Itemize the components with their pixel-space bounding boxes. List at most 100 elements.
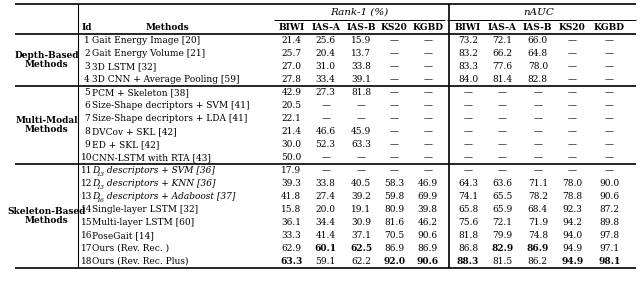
Text: 63.6: 63.6 xyxy=(492,179,513,188)
Text: 78.0: 78.0 xyxy=(562,179,582,188)
Text: 59.1: 59.1 xyxy=(316,257,336,266)
Text: Rank-1 (%): Rank-1 (%) xyxy=(330,7,388,16)
Text: —: — xyxy=(463,88,472,97)
Text: —: — xyxy=(605,114,614,123)
Text: 13.7: 13.7 xyxy=(351,49,371,58)
Text: 11: 11 xyxy=(81,166,93,175)
Text: 12: 12 xyxy=(81,179,93,188)
Text: 64.3: 64.3 xyxy=(458,179,478,188)
Text: IAS-A: IAS-A xyxy=(488,22,517,32)
Text: —: — xyxy=(605,127,614,136)
Text: KGBD: KGBD xyxy=(412,22,444,32)
Text: 62.2: 62.2 xyxy=(351,257,371,266)
Text: 71.9: 71.9 xyxy=(528,218,548,227)
Text: Methods: Methods xyxy=(25,60,68,69)
Text: 86.8: 86.8 xyxy=(458,244,478,253)
Text: 81.8: 81.8 xyxy=(458,231,478,240)
Text: 50.0: 50.0 xyxy=(281,153,301,162)
Text: 66.0: 66.0 xyxy=(528,36,548,45)
Text: —: — xyxy=(605,49,614,58)
Text: 3: 3 xyxy=(84,62,90,71)
Text: 13: 13 xyxy=(81,192,93,201)
Text: IAS-B: IAS-B xyxy=(346,22,376,32)
Text: D: D xyxy=(92,192,99,201)
Text: BIWI: BIWI xyxy=(455,22,481,32)
Text: 72.1: 72.1 xyxy=(492,36,513,45)
Text: —: — xyxy=(423,75,432,84)
Text: 83.2: 83.2 xyxy=(458,49,478,58)
Text: 83.3: 83.3 xyxy=(458,62,478,71)
Text: 27.0: 27.0 xyxy=(281,62,301,71)
Text: 30.9: 30.9 xyxy=(351,218,371,227)
Text: —: — xyxy=(390,166,399,175)
Text: —: — xyxy=(390,101,399,110)
Text: —: — xyxy=(568,75,577,84)
Text: nAUC: nAUC xyxy=(524,7,554,16)
Text: —: — xyxy=(390,153,399,162)
Text: 21.4: 21.4 xyxy=(281,127,301,136)
Text: KGBD: KGBD xyxy=(594,22,625,32)
Text: 88.3: 88.3 xyxy=(457,257,479,266)
Text: —: — xyxy=(533,140,542,149)
Text: D: D xyxy=(92,179,99,188)
Text: 98.1: 98.1 xyxy=(598,257,621,266)
Text: 15: 15 xyxy=(81,218,93,227)
Text: 25.6: 25.6 xyxy=(316,36,336,45)
Text: 79.9: 79.9 xyxy=(492,231,513,240)
Text: —: — xyxy=(423,49,432,58)
Text: —: — xyxy=(463,166,472,175)
Text: 72.1: 72.1 xyxy=(492,218,513,227)
Text: —: — xyxy=(390,127,399,136)
Text: 45.9: 45.9 xyxy=(351,127,371,136)
Text: —: — xyxy=(498,88,507,97)
Text: —: — xyxy=(498,140,507,149)
Text: 39.8: 39.8 xyxy=(418,205,438,214)
Text: 6: 6 xyxy=(84,101,90,110)
Text: descriptors + SVM [36]: descriptors + SVM [36] xyxy=(104,166,214,175)
Text: 90.6: 90.6 xyxy=(418,231,438,240)
Text: descriptors + Adaboost [37]: descriptors + Adaboost [37] xyxy=(104,192,235,201)
Text: 97.8: 97.8 xyxy=(600,231,620,240)
Text: 86.9: 86.9 xyxy=(527,244,549,253)
Text: 9: 9 xyxy=(84,140,90,149)
Text: —: — xyxy=(498,101,507,110)
Text: 87.2: 87.2 xyxy=(600,205,620,214)
Text: descriptors + KNN [36]: descriptors + KNN [36] xyxy=(104,179,215,188)
Text: 20.4: 20.4 xyxy=(316,49,335,58)
Text: 92.3: 92.3 xyxy=(563,205,582,214)
Text: —: — xyxy=(568,140,577,149)
Text: 46.6: 46.6 xyxy=(316,127,336,136)
Text: Gait Energy Image [20]: Gait Energy Image [20] xyxy=(92,36,200,45)
Text: 86.2: 86.2 xyxy=(528,257,548,266)
Text: 46.2: 46.2 xyxy=(418,218,438,227)
Text: Ours (Rev. Rec. ): Ours (Rev. Rec. ) xyxy=(92,244,169,253)
Text: 13: 13 xyxy=(97,185,105,190)
Text: 94.9: 94.9 xyxy=(562,244,582,253)
Text: —: — xyxy=(533,153,542,162)
Text: 68.4: 68.4 xyxy=(528,205,548,214)
Text: —: — xyxy=(605,36,614,45)
Text: 82.8: 82.8 xyxy=(528,75,548,84)
Text: 52.3: 52.3 xyxy=(316,140,335,149)
Text: 94.9: 94.9 xyxy=(561,257,583,266)
Text: 60.1: 60.1 xyxy=(315,244,337,253)
Text: KS20: KS20 xyxy=(381,22,408,32)
Text: Size-Shape decriptors + LDA [41]: Size-Shape decriptors + LDA [41] xyxy=(92,114,247,123)
Text: 22.1: 22.1 xyxy=(282,114,301,123)
Text: 14: 14 xyxy=(81,205,93,214)
Text: 42.9: 42.9 xyxy=(281,88,301,97)
Text: —: — xyxy=(423,166,432,175)
Text: —: — xyxy=(423,153,432,162)
Text: 19.1: 19.1 xyxy=(351,205,371,214)
Text: —: — xyxy=(423,101,432,110)
Text: 84.0: 84.0 xyxy=(458,75,478,84)
Text: 3D CNN + Average Pooling [59]: 3D CNN + Average Pooling [59] xyxy=(92,75,239,84)
Text: 94.2: 94.2 xyxy=(562,218,582,227)
Text: —: — xyxy=(498,166,507,175)
Text: —: — xyxy=(423,62,432,71)
Text: —: — xyxy=(356,166,365,175)
Text: 65.9: 65.9 xyxy=(492,205,513,214)
Text: —: — xyxy=(423,140,432,149)
Text: 33.4: 33.4 xyxy=(316,75,335,84)
Text: —: — xyxy=(463,114,472,123)
